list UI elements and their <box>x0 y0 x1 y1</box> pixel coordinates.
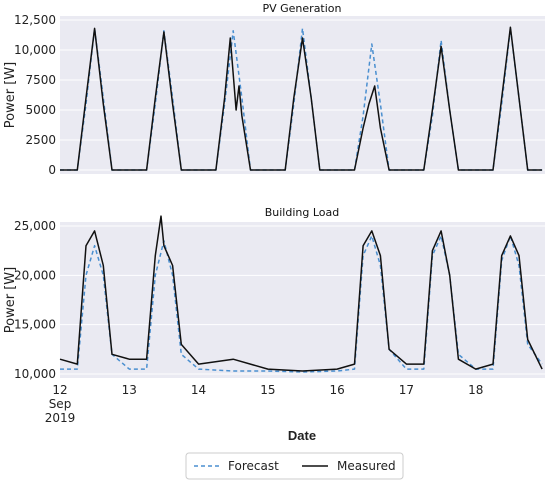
load-y-tick-label: 25,000 <box>14 219 56 233</box>
pv-y-tick-labels: 0 2500 5000 7500 10,000 12,500 <box>14 13 56 177</box>
pv-measured-line <box>60 26 543 171</box>
pv-y-tick-label: 10,000 <box>14 43 56 57</box>
building-load-chart: 10,000 15,000 20,000 25,000 12 Sep 2019 13 14 15… <box>3 206 545 443</box>
load-gridlines <box>60 225 545 375</box>
x-tick-label: 17 <box>399 383 414 397</box>
load-title: Building Load <box>265 206 340 219</box>
load-y-tick-labels: 10,000 15,000 20,000 25,000 <box>14 219 56 381</box>
x-axis-label: Date <box>288 428 316 443</box>
pv-ylabel: Power [W] <box>3 62 18 128</box>
pv-series-group <box>60 26 543 171</box>
legend-forecast-label: Forecast <box>228 459 279 473</box>
pv-y-tick-label: 5000 <box>25 103 56 117</box>
load-forecast-line <box>60 235 543 373</box>
load-plot-area <box>60 222 545 378</box>
load-y-tick-label: 10,000 <box>14 367 56 381</box>
load-y-tick-label: 20,000 <box>14 268 56 282</box>
x-tick-label: 13 <box>122 383 137 397</box>
pv-title: PV Generation <box>262 2 341 15</box>
pv-y-tick-label: 7500 <box>25 73 56 87</box>
pv-y-tick-label: 12,500 <box>14 13 56 27</box>
pv-y-tick-label: 2500 <box>25 133 56 147</box>
legend-measured-label: Measured <box>337 459 396 473</box>
x-tick-label: 18 <box>468 383 483 397</box>
x-tick-label: 15 <box>260 383 275 397</box>
x-tick-label: 14 <box>191 383 206 397</box>
load-y-tick-label: 15,000 <box>14 318 56 332</box>
load-x-tick-labels: 12 Sep 2019 13 14 15 16 17 18 <box>45 383 484 425</box>
x-tick-label: 12 Sep 2019 <box>45 383 76 425</box>
load-series-group <box>59 215 543 373</box>
x-tick-label: 16 <box>330 383 345 397</box>
legend: Forecast Measured <box>185 452 404 480</box>
pv-y-tick-label: 0 <box>48 163 56 177</box>
legend-box <box>185 452 404 480</box>
load-ylabel: Power [W] <box>3 267 18 333</box>
load-measured-line <box>59 215 543 372</box>
